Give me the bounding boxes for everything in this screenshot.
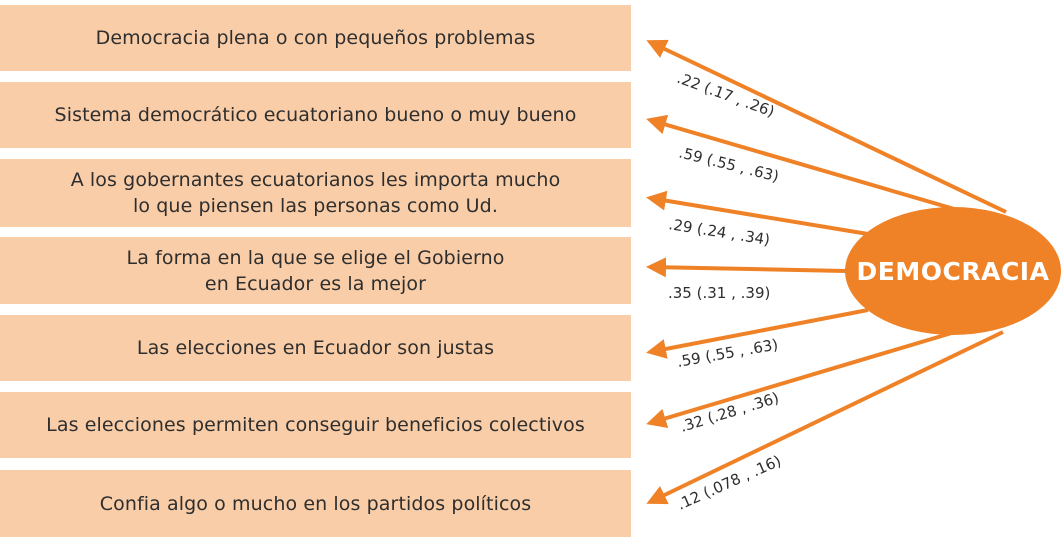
coefficient-label: .35 (.31 , .39) bbox=[668, 284, 770, 302]
coefficient-label: .59 (.55 , .63) bbox=[677, 143, 781, 185]
arrow-group bbox=[646, 39, 1007, 505]
indicator-box-elecciones-justas: Las elecciones en Ecuador son justas bbox=[0, 315, 631, 381]
loading-arrow bbox=[646, 39, 1007, 214]
loading-arrow bbox=[646, 190, 869, 236]
indicator-box-forma-eleccion: La forma en la que se elige el Gobierno … bbox=[0, 237, 631, 304]
loading-arrow bbox=[646, 257, 847, 278]
factor-ellipse bbox=[845, 207, 1061, 335]
indicator-label: Las elecciones en Ecuador son justas bbox=[136, 337, 495, 359]
indicator-label: Democracia plena o con pequeños problema… bbox=[95, 27, 536, 49]
indicator-box-democracia-plena: Democracia plena o con pequeños problema… bbox=[0, 5, 631, 71]
indicator-label: Confia algo o mucho en los partidos polí… bbox=[99, 492, 532, 515]
indicator-label: La forma en la que se elige el Gobierno … bbox=[126, 246, 505, 295]
loading-arrow bbox=[646, 308, 869, 359]
factor-label: DEMOCRACIA bbox=[857, 257, 1050, 286]
loading-arrow bbox=[646, 114, 986, 220]
indicator-box-gobernantes-importa: A los gobernantes ecuatorianos les impor… bbox=[0, 159, 631, 227]
indicator-label: Las elecciones permiten conseguir benefi… bbox=[46, 414, 585, 436]
loading-arrow bbox=[646, 330, 956, 429]
loading-arrow bbox=[646, 330, 1004, 505]
indicator-box-partidos-politicos: Confia algo o mucho en los partidos polí… bbox=[0, 470, 631, 537]
indicator-label: A los gobernantes ecuatorianos les impor… bbox=[70, 169, 561, 217]
coefficient-label: .59 (.55 , .63) bbox=[676, 335, 780, 370]
indicator-label: Sistema democrático ecuatoriano bueno o … bbox=[54, 104, 577, 126]
indicator-box-sistema-democratico: Sistema democrático ecuatoriano bueno o … bbox=[0, 82, 631, 148]
coefficient-label: .29 (.24 , .34) bbox=[667, 215, 771, 249]
coefficient-label: .32 (.28 , .36) bbox=[678, 389, 781, 436]
indicator-box-beneficios-colectivos: Las elecciones permiten conseguir benefi… bbox=[0, 392, 631, 458]
